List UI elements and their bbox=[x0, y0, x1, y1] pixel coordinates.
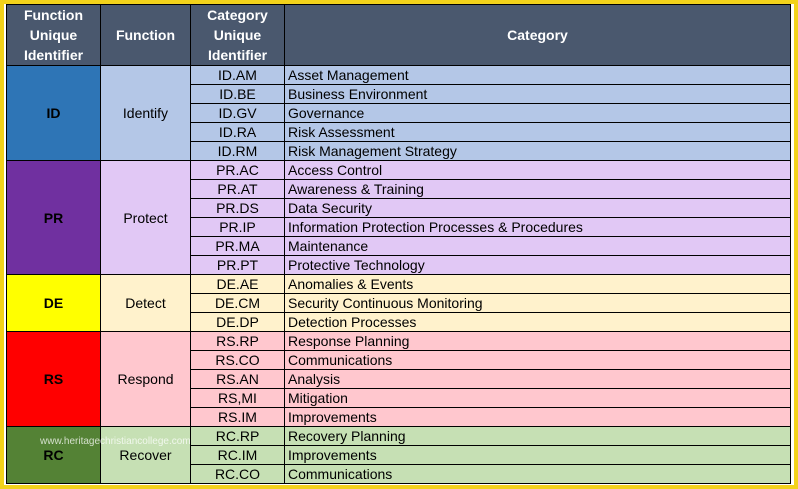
category-id-cell: PR.AT bbox=[190, 179, 285, 199]
category-name-cell: Security Continuous Monitoring bbox=[284, 293, 791, 313]
category-id-cell: RS.AN bbox=[190, 369, 285, 389]
table-row: RC Recover RC.RP Recovery Planning bbox=[6, 426, 791, 484]
category-name-cell: Anomalies & Events bbox=[284, 274, 791, 294]
category-id-cell: RC.IM bbox=[190, 445, 285, 465]
category-name-cell: Improvements bbox=[284, 407, 791, 427]
table-body: ID Identify ID.AM Asset Management ID.BE Busi… bbox=[6, 65, 791, 484]
header-category-id: Category Unique Identifier bbox=[190, 4, 285, 66]
category-id-cell: RS.CO bbox=[190, 350, 285, 370]
category-id-cell: ID.RA bbox=[190, 122, 285, 142]
category-id-cell: ID.RM bbox=[190, 141, 285, 161]
function-name-cell: Identify bbox=[100, 65, 191, 161]
category-id-cell: DE.CM bbox=[190, 293, 285, 313]
table-row: RS Respond RS.RP Response Planning bbox=[6, 331, 791, 427]
category-id-cell: DE.AE bbox=[190, 274, 285, 294]
table-row: ID.BE Business Environment bbox=[7, 84, 791, 104]
header-category: Category bbox=[284, 4, 791, 66]
category-id-cell: PR.DS bbox=[190, 198, 285, 218]
category-id-cell: RC.CO bbox=[190, 464, 285, 484]
function-name-cell: Recover bbox=[100, 426, 191, 484]
table-row: PR.IP Information Protection Processes & … bbox=[7, 217, 791, 237]
category-name-cell: Risk Assessment bbox=[284, 122, 791, 142]
function-name-cell: Detect bbox=[100, 274, 191, 332]
header-row: Function Unique Identifier Function Cate… bbox=[6, 4, 791, 66]
csf-table: Function Unique Identifier Function Cate… bbox=[6, 4, 791, 484]
category-id-cell: RS.IM bbox=[190, 407, 285, 427]
table-row: DE.CM Security Continuous Monitoring bbox=[7, 293, 791, 313]
category-name-cell: Communications bbox=[284, 464, 791, 484]
table-row: ID Identify ID.AM Asset Management bbox=[6, 65, 791, 161]
category-name-cell: Maintenance bbox=[284, 236, 791, 256]
table-row: PR.PT Protective Technology bbox=[7, 255, 791, 275]
function-id-cell: PR bbox=[6, 160, 101, 275]
category-name-cell: Recovery Planning bbox=[284, 426, 791, 446]
function-id-cell: ID bbox=[6, 65, 101, 161]
category-name-cell: Detection Processes bbox=[284, 312, 791, 332]
category-name-cell: Information Protection Processes & Proce… bbox=[284, 217, 791, 237]
category-name-cell: Business Environment bbox=[284, 84, 791, 104]
table-row: DE.DP Detection Processes bbox=[7, 312, 791, 332]
category-id-cell: PR.AC bbox=[190, 160, 285, 180]
function-id-cell: RS bbox=[6, 331, 101, 427]
table-row: PR Protect PR.AC Access Control bbox=[6, 160, 791, 275]
table-row: RS.IM Improvements bbox=[7, 407, 791, 427]
table-row: RC.CO Communications bbox=[7, 464, 791, 484]
category-name-cell: Communications bbox=[284, 350, 791, 370]
category-id-cell: RS,MI bbox=[190, 388, 285, 408]
category-id-cell: DE.DP bbox=[190, 312, 285, 332]
category-name-cell: Analysis bbox=[284, 369, 791, 389]
category-id-cell: ID.GV bbox=[190, 103, 285, 123]
category-id-cell: PR.PT bbox=[190, 255, 285, 275]
table-row: ID.GV Governance bbox=[7, 103, 791, 123]
table-row: ID.RA Risk Assessment bbox=[7, 122, 791, 142]
function-name-cell: Protect bbox=[100, 160, 191, 275]
function-name-cell: Respond bbox=[100, 331, 191, 427]
category-name-cell: Mitigation bbox=[284, 388, 791, 408]
category-id-cell: RS.RP bbox=[190, 331, 285, 351]
category-name-cell: Improvements bbox=[284, 445, 791, 465]
table-row: PR.MA Maintenance bbox=[7, 236, 791, 256]
category-name-cell: Governance bbox=[284, 103, 791, 123]
header-function-id: Function Unique Identifier bbox=[6, 4, 101, 66]
category-name-cell: Risk Management Strategy bbox=[284, 141, 791, 161]
header-function: Function bbox=[100, 4, 191, 66]
category-name-cell: Asset Management bbox=[284, 65, 791, 85]
category-id-cell: PR.MA bbox=[190, 236, 285, 256]
category-name-cell: Awareness & Training bbox=[284, 179, 791, 199]
category-name-cell: Protective Technology bbox=[284, 255, 791, 275]
category-id-cell: RC.RP bbox=[190, 426, 285, 446]
function-id-cell: RC bbox=[6, 426, 101, 484]
category-id-cell: ID.AM bbox=[190, 65, 285, 85]
table-row: DE Detect DE.AE Anomalies & Events bbox=[6, 274, 791, 332]
function-id-cell: DE bbox=[6, 274, 101, 332]
category-id-cell: ID.BE bbox=[190, 84, 285, 104]
category-id-cell: PR.IP bbox=[190, 217, 285, 237]
table-row: PR.AT Awareness & Training bbox=[7, 179, 791, 199]
table-row: RC.IM Improvements bbox=[7, 445, 791, 465]
category-name-cell: Access Control bbox=[284, 160, 791, 180]
category-name-cell: Response Planning bbox=[284, 331, 791, 351]
category-name-cell: Data Security bbox=[284, 198, 791, 218]
